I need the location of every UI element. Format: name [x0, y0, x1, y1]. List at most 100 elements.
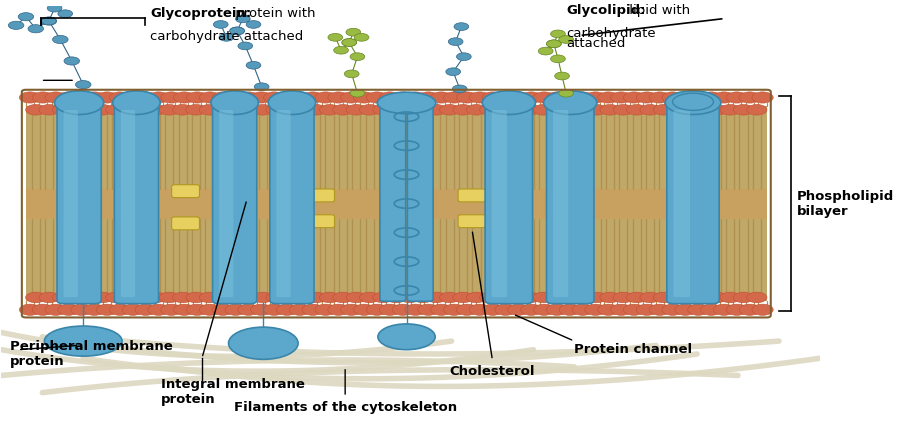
Circle shape: [572, 304, 593, 316]
Circle shape: [636, 92, 657, 103]
Circle shape: [360, 104, 379, 115]
Circle shape: [230, 27, 245, 35]
Circle shape: [623, 304, 645, 316]
Circle shape: [32, 304, 54, 316]
Circle shape: [431, 304, 452, 316]
Circle shape: [559, 36, 574, 43]
Circle shape: [547, 40, 561, 48]
Circle shape: [539, 47, 553, 55]
Circle shape: [675, 304, 696, 316]
Circle shape: [747, 104, 767, 115]
Circle shape: [52, 35, 68, 44]
FancyBboxPatch shape: [485, 104, 532, 304]
Circle shape: [734, 104, 753, 115]
Circle shape: [714, 92, 734, 103]
Ellipse shape: [112, 91, 160, 114]
Circle shape: [159, 292, 180, 303]
Circle shape: [226, 104, 246, 115]
Circle shape: [280, 292, 299, 303]
Ellipse shape: [55, 91, 103, 114]
Circle shape: [200, 292, 219, 303]
Circle shape: [586, 104, 607, 115]
Circle shape: [328, 92, 349, 103]
Circle shape: [495, 92, 516, 103]
Circle shape: [66, 292, 86, 303]
Circle shape: [239, 292, 260, 303]
Circle shape: [39, 104, 59, 115]
Circle shape: [560, 104, 580, 115]
Circle shape: [212, 304, 234, 316]
Circle shape: [276, 92, 298, 103]
FancyBboxPatch shape: [120, 110, 135, 297]
Circle shape: [720, 292, 740, 303]
Circle shape: [443, 92, 465, 103]
FancyBboxPatch shape: [307, 189, 334, 202]
Circle shape: [200, 304, 220, 316]
Circle shape: [159, 104, 180, 115]
Circle shape: [293, 104, 313, 115]
Circle shape: [613, 292, 634, 303]
Circle shape: [457, 92, 477, 103]
Circle shape: [302, 92, 324, 103]
Ellipse shape: [211, 91, 258, 114]
Text: Peripheral membrane
protein: Peripheral membrane protein: [10, 340, 173, 368]
Circle shape: [230, 27, 245, 35]
Circle shape: [186, 104, 206, 115]
Circle shape: [319, 292, 340, 303]
Text: Phospholipid
bilayer: Phospholipid bilayer: [797, 190, 895, 218]
Circle shape: [405, 304, 426, 316]
FancyBboxPatch shape: [458, 189, 486, 202]
Circle shape: [266, 292, 286, 303]
Circle shape: [533, 304, 555, 316]
Circle shape: [449, 38, 463, 45]
Circle shape: [341, 304, 362, 316]
Circle shape: [174, 304, 195, 316]
Circle shape: [726, 92, 747, 103]
Circle shape: [266, 104, 286, 115]
Circle shape: [508, 92, 529, 103]
Circle shape: [392, 304, 414, 316]
Circle shape: [559, 92, 581, 103]
Circle shape: [707, 292, 727, 303]
Circle shape: [649, 92, 671, 103]
Ellipse shape: [44, 326, 122, 356]
FancyBboxPatch shape: [276, 110, 290, 297]
Circle shape: [707, 104, 727, 115]
FancyBboxPatch shape: [458, 215, 486, 228]
Circle shape: [212, 92, 234, 103]
Circle shape: [640, 292, 660, 303]
Text: Filaments of the cytoskeleton: Filaments of the cytoskeleton: [234, 401, 457, 414]
Ellipse shape: [378, 324, 435, 350]
Circle shape: [482, 92, 503, 103]
Circle shape: [739, 304, 761, 316]
Circle shape: [446, 68, 460, 76]
Circle shape: [186, 292, 206, 303]
Circle shape: [418, 304, 439, 316]
Circle shape: [662, 304, 683, 316]
Circle shape: [586, 292, 607, 303]
Circle shape: [71, 304, 92, 316]
Circle shape: [720, 104, 740, 115]
Circle shape: [52, 104, 73, 115]
Circle shape: [186, 304, 208, 316]
Circle shape: [58, 92, 79, 103]
Circle shape: [431, 92, 452, 103]
FancyBboxPatch shape: [57, 104, 102, 304]
Circle shape: [555, 72, 569, 80]
Text: attached: attached: [566, 37, 626, 50]
Circle shape: [457, 53, 471, 61]
Circle shape: [739, 92, 761, 103]
Ellipse shape: [228, 327, 298, 359]
Circle shape: [747, 292, 767, 303]
Circle shape: [246, 62, 261, 69]
Circle shape: [547, 292, 566, 303]
Ellipse shape: [672, 93, 714, 111]
Circle shape: [469, 92, 491, 103]
Circle shape: [387, 292, 406, 303]
Circle shape: [346, 104, 367, 115]
Circle shape: [623, 92, 645, 103]
Circle shape: [213, 21, 228, 28]
Circle shape: [106, 292, 126, 303]
Circle shape: [334, 46, 349, 54]
Circle shape: [251, 92, 272, 103]
